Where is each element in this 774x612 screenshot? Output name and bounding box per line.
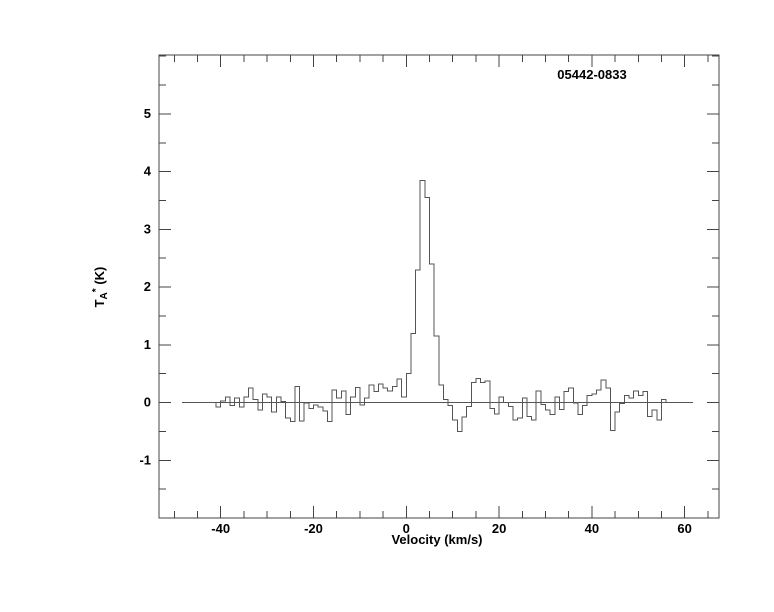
y-tick-label: 5 bbox=[144, 106, 151, 121]
y-tick-label: 3 bbox=[144, 221, 151, 236]
x-tick-label: 0 bbox=[403, 521, 410, 536]
y-tick-label: 0 bbox=[144, 395, 151, 410]
y-tick-label: 2 bbox=[144, 279, 151, 294]
y-tick-label: 1 bbox=[144, 337, 151, 352]
y-axis-label: TA* (K) bbox=[91, 267, 110, 308]
tick-labels-group: -40 -20 0 20 40 60 -1 0 1 2 3 4 5 bbox=[139, 106, 691, 536]
x-tick-label: -40 bbox=[211, 521, 230, 536]
x-axis-label: Velocity (km/s) bbox=[391, 532, 482, 547]
spectrum-series-group bbox=[215, 179, 667, 432]
plot-frame bbox=[158, 54, 720, 519]
y-tick-label: 4 bbox=[144, 164, 152, 179]
plot-frame-group bbox=[158, 54, 720, 519]
spectrum-path bbox=[215, 179, 667, 432]
x-tick-label: 20 bbox=[492, 521, 506, 536]
axis-ticks-group bbox=[159, 55, 719, 518]
x-tick-label: 60 bbox=[677, 521, 691, 536]
y-tick-label: -1 bbox=[139, 452, 151, 467]
x-tick-label: -20 bbox=[304, 521, 323, 536]
chart-title: 05442-0833 bbox=[557, 67, 626, 82]
x-tick-label: 40 bbox=[585, 521, 599, 536]
